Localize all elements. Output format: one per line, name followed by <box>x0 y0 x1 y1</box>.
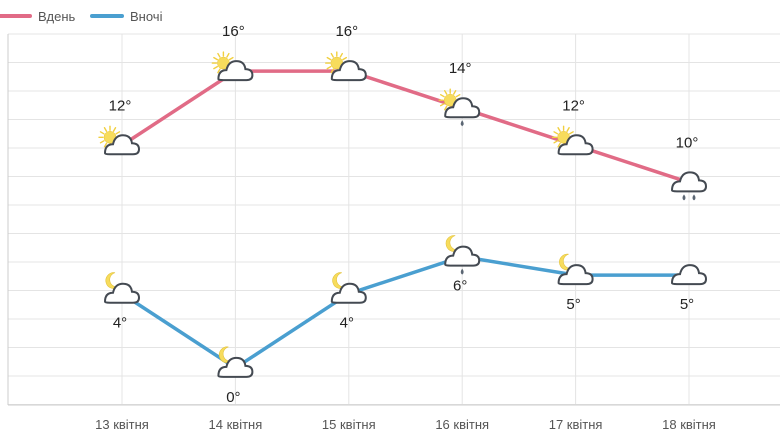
sun-ray <box>99 140 105 144</box>
moon-cloud-icon <box>330 272 367 304</box>
chart-grid <box>7 33 780 406</box>
moon-rain-icon <box>444 235 481 275</box>
cloud-shape <box>670 171 708 193</box>
x-tick-label: 17 квітня <box>549 417 603 432</box>
series-line <box>120 69 691 185</box>
cloud-shape <box>330 60 367 82</box>
legend-label: Вночі <box>130 9 163 24</box>
data-label: 10° <box>676 134 699 151</box>
cloud-shape <box>557 134 594 156</box>
data-label: 4° <box>113 315 127 332</box>
moon-cloud-icon <box>557 253 594 286</box>
sun-ray <box>213 65 219 70</box>
data-label: 12° <box>109 97 132 114</box>
series-lines <box>120 69 691 370</box>
partly-sunny-icon <box>211 51 254 82</box>
data-label: 14° <box>449 60 472 77</box>
cloud-shape <box>444 97 481 119</box>
moon-cloud-icon <box>217 346 254 378</box>
sun-ray <box>115 131 121 135</box>
data-label: 16° <box>335 23 358 40</box>
rain-drop <box>460 120 464 127</box>
data-label: 0° <box>226 389 240 406</box>
data-label: 16° <box>222 23 245 40</box>
sun-ray <box>566 127 570 132</box>
sun-ray <box>112 127 117 132</box>
sun-ray <box>342 56 348 61</box>
data-label: 5° <box>566 296 580 313</box>
x-tick-label: 16 квітня <box>435 417 489 432</box>
sun-ray <box>439 93 445 98</box>
sun-ray <box>103 142 108 148</box>
sun-ray <box>453 89 457 95</box>
sun-ray <box>330 52 334 58</box>
cloud-shape <box>670 264 708 286</box>
sun-ray <box>217 68 221 74</box>
sun-ray <box>326 56 332 61</box>
sun-ray <box>99 131 105 135</box>
sun-ray <box>217 52 221 58</box>
sun-ray <box>455 93 461 98</box>
cloud-shape <box>217 356 254 378</box>
cloud-shape <box>330 282 367 304</box>
cloud-rain-icon <box>670 171 708 201</box>
data-label: 4° <box>340 315 354 332</box>
sun-ray <box>444 89 448 95</box>
data-label: 6° <box>453 278 467 295</box>
series-line <box>120 254 691 370</box>
x-tick-label: 15 квітня <box>322 417 376 432</box>
data-label: 12° <box>562 97 585 114</box>
sun-ray <box>213 56 219 61</box>
cloud-shape <box>444 245 481 267</box>
x-axis-ticks: 13 квітня 14 квітня 15 квітня 16 квітня 17 к… <box>95 417 716 432</box>
sun-ray <box>326 65 332 70</box>
partly-sunny-icon <box>325 51 367 82</box>
sun-ray <box>553 140 559 144</box>
data-labels: 12° 16° 16° 14° 12° 10° 4° 0° 4° 6° 5° 5° <box>109 23 699 406</box>
rain-drop <box>692 194 696 201</box>
rain-drop <box>460 268 464 275</box>
sun-ray <box>444 105 448 111</box>
sun-ray <box>226 52 230 58</box>
x-tick-label: 13 квітня <box>95 417 149 432</box>
legend-label: Вдень <box>38 9 76 24</box>
x-tick-label: 14 квітня <box>209 417 263 432</box>
x-tick-label: 18 квітня <box>662 417 716 432</box>
sunny-rain-icon <box>438 88 481 127</box>
cloud-shape <box>557 264 594 286</box>
chart-legend: Вдень Вночі <box>0 9 163 24</box>
sun-ray <box>557 142 561 148</box>
data-label: 5° <box>680 296 694 313</box>
sun-ray <box>568 131 574 135</box>
cloud-shape <box>103 282 141 304</box>
sun-ray <box>339 52 343 58</box>
weather-icons <box>98 51 708 378</box>
cloud-icon <box>670 264 708 286</box>
rain-drop <box>682 194 686 201</box>
sun-ray <box>557 127 561 132</box>
cloud-shape <box>217 60 254 82</box>
partly-sunny-icon <box>98 125 141 156</box>
sun-ray <box>439 102 445 107</box>
moon-cloud-icon <box>103 272 141 304</box>
sun-ray <box>330 68 334 74</box>
sun-ray <box>228 56 234 61</box>
sun-ray <box>553 131 559 135</box>
sun-ray <box>103 127 108 132</box>
cloud-shape <box>103 134 141 156</box>
partly-sunny-icon <box>551 125 594 156</box>
